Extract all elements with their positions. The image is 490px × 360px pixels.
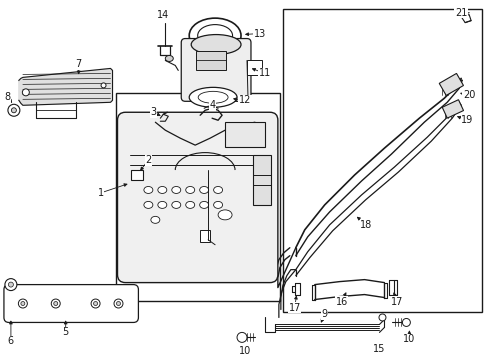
Ellipse shape	[101, 83, 106, 88]
Ellipse shape	[198, 91, 228, 103]
Ellipse shape	[11, 108, 16, 113]
Text: 6: 6	[8, 336, 14, 346]
Text: 4: 4	[209, 100, 215, 110]
Ellipse shape	[186, 186, 195, 193]
Ellipse shape	[172, 186, 181, 193]
Ellipse shape	[8, 104, 20, 116]
Text: 17: 17	[289, 302, 301, 312]
Ellipse shape	[172, 201, 181, 208]
Text: 7: 7	[75, 59, 82, 69]
Text: 10: 10	[403, 334, 416, 345]
Bar	[200, 230, 210, 242]
Text: 2: 2	[145, 155, 151, 165]
Ellipse shape	[5, 279, 17, 291]
Bar	[225, 122, 265, 147]
Text: 10: 10	[239, 346, 251, 356]
Ellipse shape	[165, 55, 173, 62]
Ellipse shape	[379, 314, 386, 321]
Ellipse shape	[189, 87, 237, 107]
Ellipse shape	[8, 282, 13, 287]
Ellipse shape	[197, 24, 233, 46]
Ellipse shape	[158, 201, 167, 208]
Ellipse shape	[237, 332, 247, 342]
Ellipse shape	[117, 302, 121, 306]
FancyBboxPatch shape	[4, 285, 138, 323]
Text: 21: 21	[455, 8, 467, 18]
Bar	[131, 170, 144, 180]
Ellipse shape	[144, 201, 153, 208]
Ellipse shape	[91, 299, 100, 308]
Ellipse shape	[23, 89, 29, 96]
Ellipse shape	[94, 302, 98, 306]
Ellipse shape	[114, 299, 123, 308]
Bar	[196, 50, 226, 71]
Bar	[283, 9, 482, 312]
Ellipse shape	[144, 186, 153, 193]
Text: 3: 3	[150, 107, 156, 117]
Text: 16: 16	[336, 297, 348, 306]
Ellipse shape	[54, 302, 58, 306]
Ellipse shape	[151, 216, 160, 223]
Ellipse shape	[51, 299, 60, 308]
Bar	[439, 73, 464, 95]
Text: 14: 14	[157, 10, 170, 20]
Text: 18: 18	[361, 220, 373, 230]
Text: 20: 20	[463, 90, 475, 100]
Text: 5: 5	[63, 327, 69, 337]
Bar	[247, 60, 262, 75]
Ellipse shape	[21, 302, 25, 306]
Ellipse shape	[186, 201, 195, 208]
Text: 1: 1	[98, 188, 103, 198]
Bar	[253, 155, 271, 205]
Ellipse shape	[402, 319, 410, 327]
Text: 17: 17	[391, 297, 404, 306]
Text: 13: 13	[254, 28, 266, 39]
Text: 12: 12	[239, 95, 251, 105]
Text: 11: 11	[259, 68, 271, 78]
Ellipse shape	[189, 18, 241, 53]
Ellipse shape	[191, 35, 241, 54]
Text: 19: 19	[461, 115, 473, 125]
Ellipse shape	[200, 201, 209, 208]
FancyBboxPatch shape	[181, 39, 251, 101]
Ellipse shape	[214, 201, 222, 208]
Bar	[116, 93, 280, 301]
Bar	[442, 100, 464, 118]
Text: 15: 15	[373, 345, 386, 354]
Text: 8: 8	[5, 92, 11, 102]
Ellipse shape	[200, 186, 209, 193]
Ellipse shape	[214, 186, 222, 193]
FancyBboxPatch shape	[118, 112, 278, 283]
Ellipse shape	[19, 299, 27, 308]
Ellipse shape	[218, 210, 232, 220]
Text: 9: 9	[321, 310, 328, 319]
Polygon shape	[19, 68, 113, 105]
Ellipse shape	[158, 186, 167, 193]
